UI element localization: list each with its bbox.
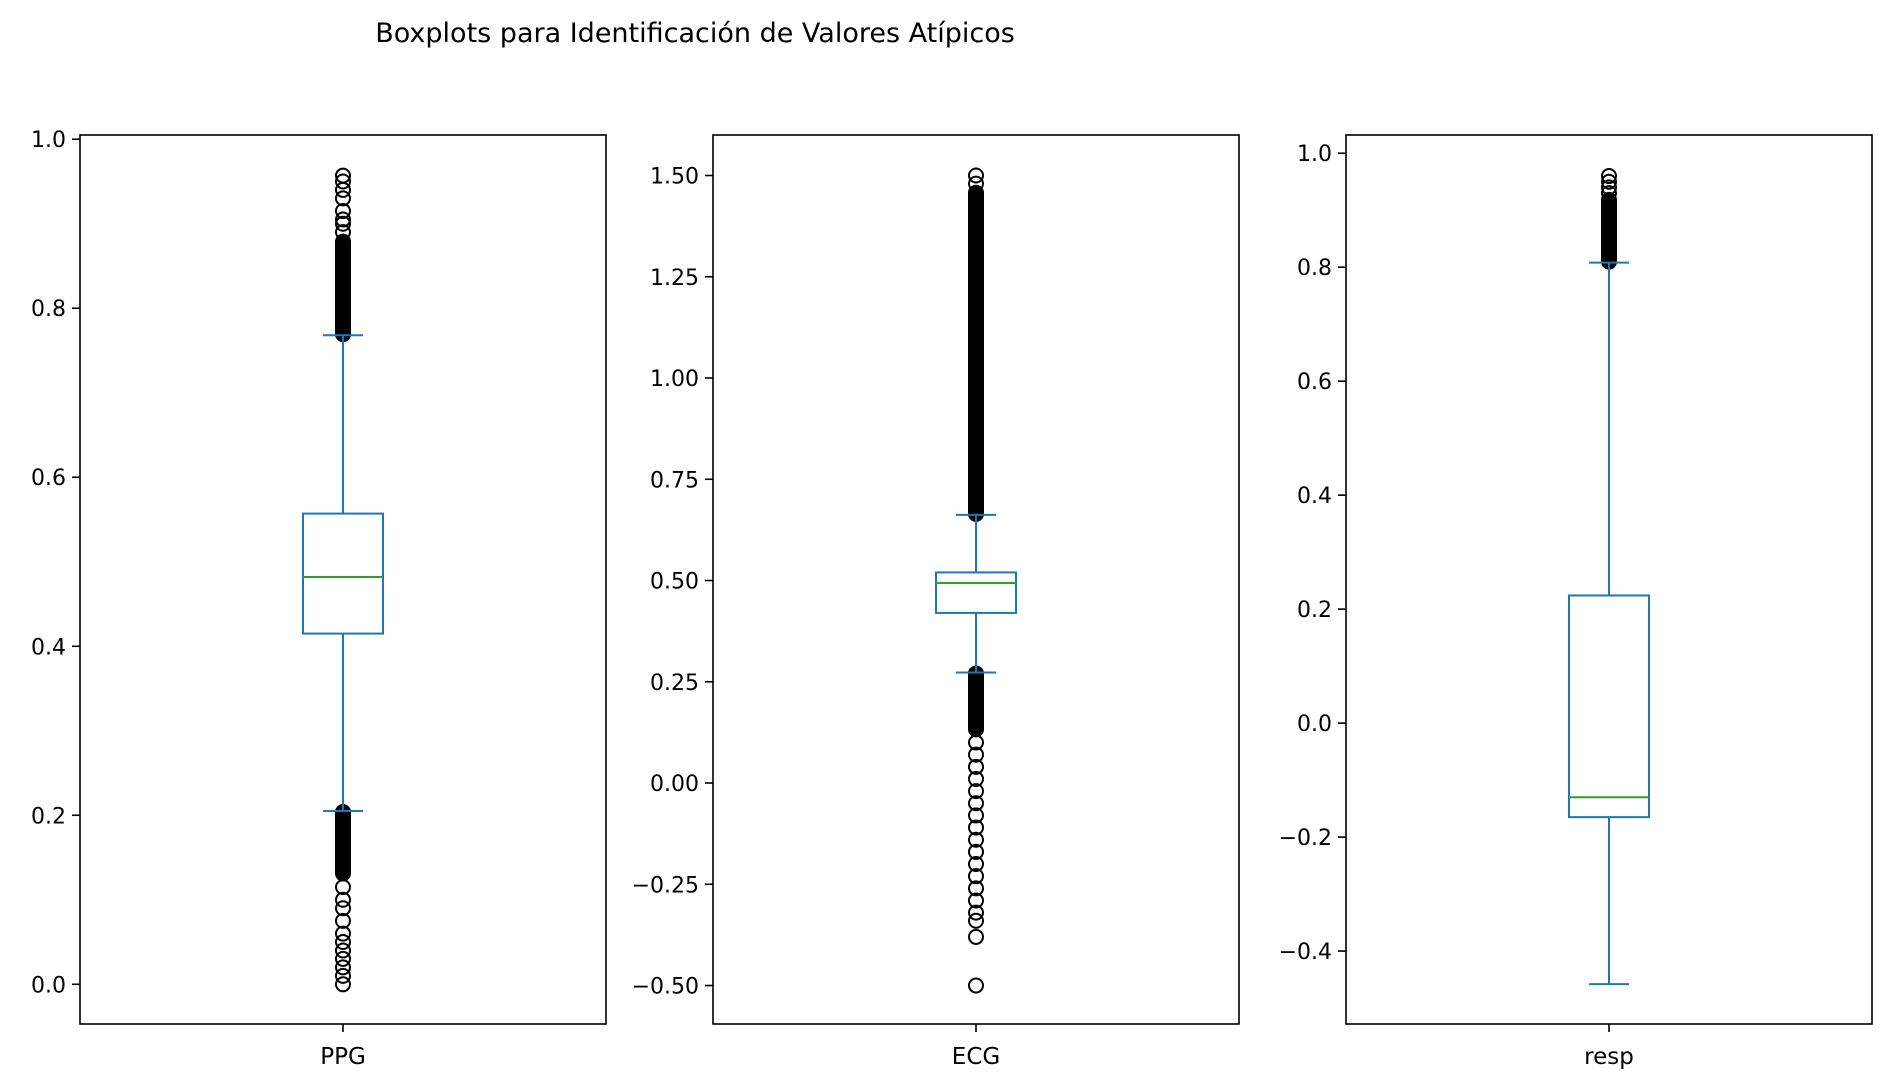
outlier-dense-cluster bbox=[335, 804, 351, 882]
y-tick-label: 1.50 bbox=[650, 165, 699, 190]
outlier-point bbox=[968, 819, 984, 836]
y-tick-label: 0.75 bbox=[650, 468, 699, 493]
iqr-box bbox=[935, 571, 1017, 614]
y-tick-label: 0.25 bbox=[650, 671, 699, 696]
outlier-point bbox=[335, 879, 351, 896]
outlier-point bbox=[968, 734, 984, 751]
outlier-point bbox=[335, 173, 351, 190]
panel-ecg-category-label: ECG bbox=[952, 1044, 1000, 1070]
panel-resp-y-axis: −0.4 −0.2 0.0 0.2 0.4 0.6 0.8 1.0 bbox=[1279, 142, 1610, 1032]
outlier-point bbox=[968, 175, 984, 192]
outlier-point bbox=[968, 868, 984, 885]
outlier-point bbox=[335, 891, 351, 908]
outlier-point bbox=[335, 976, 351, 993]
iqr-box bbox=[302, 512, 384, 635]
outlier-point bbox=[1601, 168, 1617, 185]
outlier-point bbox=[1601, 173, 1617, 190]
outlier-point bbox=[968, 770, 984, 787]
outlier-point bbox=[968, 892, 984, 909]
outlier-point bbox=[968, 746, 984, 763]
panel-resp: −0.4 −0.2 0.0 0.2 0.4 0.6 0.8 1.0 resp bbox=[1279, 134, 1873, 1070]
outlier-dense-cluster bbox=[968, 665, 984, 738]
panel-resp-box bbox=[1568, 261, 1650, 986]
outlier-dense-cluster bbox=[968, 184, 984, 522]
outlier-point bbox=[335, 934, 351, 951]
y-tick-label: 0.4 bbox=[1297, 484, 1332, 509]
y-tick-label: 1.0 bbox=[31, 128, 66, 153]
outlier-point bbox=[335, 950, 351, 967]
outlier-point bbox=[335, 967, 351, 984]
panel-ecg-box bbox=[935, 513, 1017, 674]
outlier-dense-cluster bbox=[335, 233, 351, 343]
panel-ppg-y-axis: 0.0 0.2 0.4 0.6 0.8 1.0 bbox=[31, 128, 344, 1032]
outlier-point bbox=[968, 758, 984, 775]
panel-ecg: −0.50 −0.25 0.00 0.25 0.50 0.75 1.00 1.25 1.50 E… bbox=[632, 134, 1240, 1070]
panel-ecg-fliers bbox=[968, 167, 984, 994]
outlier-point bbox=[968, 167, 984, 184]
outlier-dense-cluster bbox=[1601, 191, 1617, 270]
panel-resp-category-label: resp bbox=[1584, 1044, 1634, 1070]
outlier-point bbox=[335, 942, 351, 959]
y-tick-label: 0.8 bbox=[31, 297, 66, 322]
outlier-point bbox=[968, 795, 984, 812]
y-tick-label: 0.50 bbox=[650, 570, 699, 595]
outlier-point bbox=[968, 843, 984, 860]
y-tick-label: −0.4 bbox=[1279, 940, 1332, 965]
outlier-point bbox=[335, 900, 351, 917]
outlier-point bbox=[1601, 185, 1617, 202]
outlier-point bbox=[335, 211, 351, 228]
outlier-point bbox=[968, 904, 984, 921]
y-tick-label: 0.2 bbox=[1297, 598, 1332, 623]
y-tick-label: 0.8 bbox=[1297, 256, 1332, 281]
outlier-point bbox=[968, 977, 984, 994]
outlier-point bbox=[335, 912, 351, 929]
outlier-point bbox=[968, 783, 984, 800]
y-tick-label: 0.4 bbox=[31, 635, 66, 660]
figure-title: Boxplots para Identificación de Valores … bbox=[375, 18, 1015, 49]
y-tick-label: 0.00 bbox=[650, 772, 699, 797]
y-tick-label: 0.0 bbox=[1297, 712, 1332, 737]
outlier-point bbox=[335, 167, 351, 184]
panel-ppg-fliers bbox=[335, 167, 351, 993]
y-tick-label: 1.25 bbox=[650, 266, 699, 291]
outlier-point bbox=[335, 203, 351, 220]
y-tick-label: −0.25 bbox=[632, 873, 699, 898]
outlier-point bbox=[335, 224, 351, 241]
outlier-point bbox=[968, 831, 984, 848]
outlier-point bbox=[335, 215, 351, 232]
outlier-point bbox=[968, 912, 984, 929]
y-tick-label: 0.2 bbox=[31, 804, 66, 829]
outlier-point bbox=[968, 807, 984, 824]
panel-ppg-box bbox=[302, 334, 384, 813]
panel-ppg: 0.0 0.2 0.4 0.6 0.8 1.0 PPG bbox=[31, 128, 607, 1070]
y-tick-label: 1.0 bbox=[1297, 142, 1332, 167]
y-tick-label: −0.50 bbox=[632, 975, 699, 1000]
outlier-point bbox=[335, 925, 351, 942]
outlier-point bbox=[968, 856, 984, 873]
y-tick-label: 1.00 bbox=[650, 367, 699, 392]
outlier-point bbox=[335, 959, 351, 976]
outlier-point bbox=[968, 928, 984, 945]
y-tick-label: −0.2 bbox=[1279, 826, 1332, 851]
panel-ecg-y-axis: −0.50 −0.25 0.00 0.25 0.50 0.75 1.00 1.25 1.50 bbox=[632, 165, 977, 1032]
y-tick-label: 0.6 bbox=[1297, 370, 1332, 395]
panel-ppg-category-label: PPG bbox=[320, 1044, 366, 1070]
y-tick-label: 0.0 bbox=[31, 973, 66, 998]
y-tick-label: 0.6 bbox=[31, 466, 66, 491]
iqr-box bbox=[1568, 594, 1650, 819]
panel-resp-fliers bbox=[1601, 168, 1617, 270]
outlier-point bbox=[1601, 179, 1617, 196]
outlier-point bbox=[335, 190, 351, 207]
outlier-point bbox=[968, 880, 984, 897]
